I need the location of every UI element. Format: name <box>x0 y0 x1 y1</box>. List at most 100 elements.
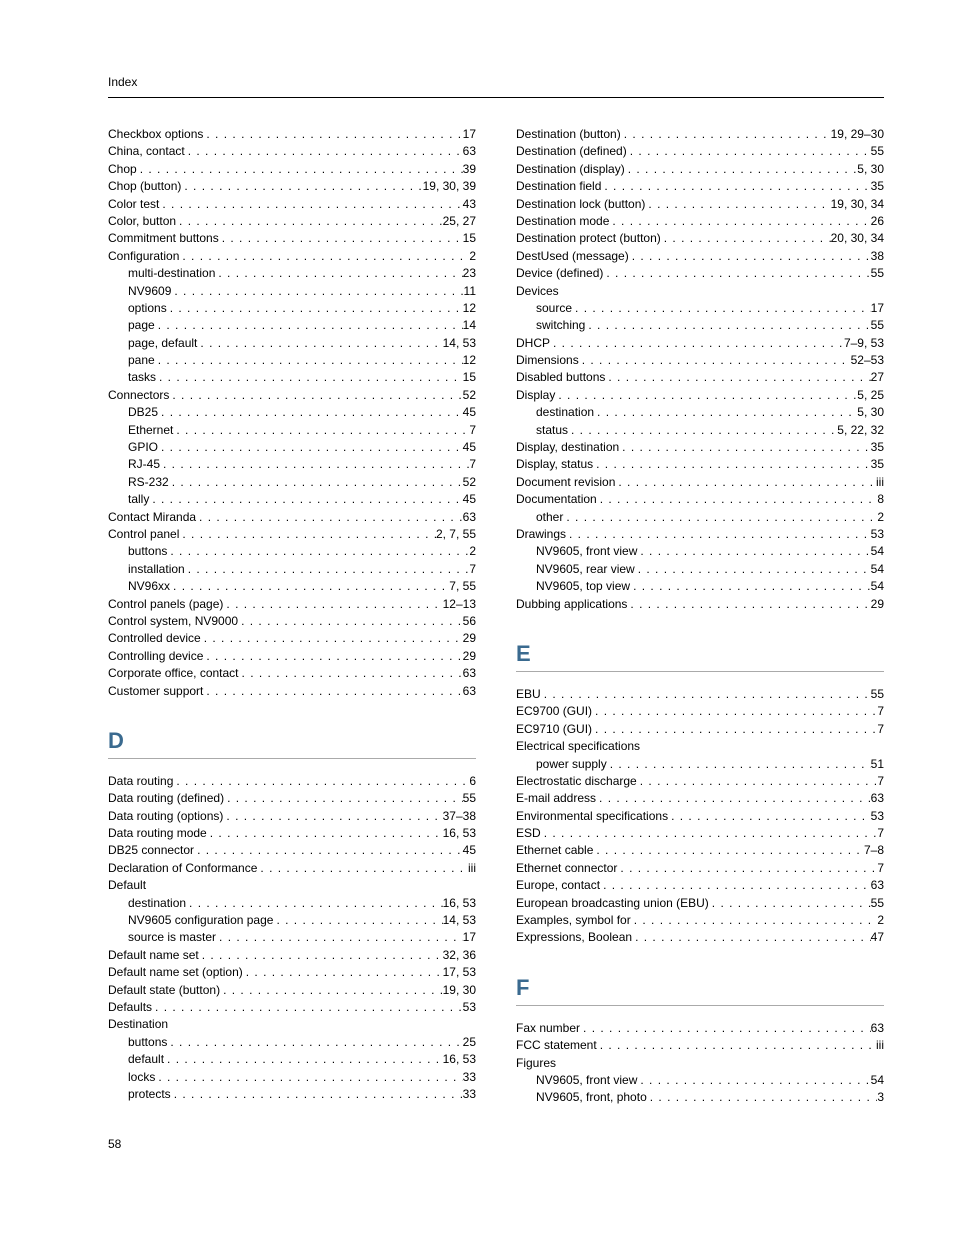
index-entry-pages: 7 <box>469 456 476 473</box>
index-entry: RS-23252 <box>108 474 476 491</box>
leader-dots <box>593 842 864 859</box>
index-entry-pages: 26 <box>871 213 884 230</box>
index-entry-pages: 54 <box>871 1072 884 1089</box>
index-entry-pages: 39 <box>463 161 476 178</box>
leader-dots <box>668 808 871 825</box>
index-entry: Controlling device29 <box>108 648 476 665</box>
index-entry-pages: 14 <box>463 317 476 334</box>
index-entry-label: Fax number <box>516 1020 580 1037</box>
leader-dots <box>201 630 463 647</box>
index-entry-pages: 14, 53 <box>443 912 476 929</box>
index-entry: Destination lock (button)19, 30, 34 <box>516 196 884 213</box>
index-entry-label: Default state (button) <box>108 982 220 999</box>
index-entry-label: Destination mode <box>516 213 609 230</box>
index-entry: Environmental specifications53 <box>516 808 884 825</box>
index-entry: China, contact63 <box>108 143 476 160</box>
index-entry: tasks15 <box>108 369 476 386</box>
index-entry-label: protects <box>128 1086 171 1103</box>
index-entry-label: Default <box>108 877 146 894</box>
index-entry-label: Control panel <box>108 526 179 543</box>
index-entry: Dimensions52–53 <box>516 352 884 369</box>
index-entry-pages: 17, 53 <box>443 964 476 981</box>
index-entry: Data routing (options)37–38 <box>108 808 476 825</box>
leader-dots <box>158 404 463 421</box>
index-entry-label: RJ-45 <box>128 456 160 473</box>
leader-dots <box>160 456 469 473</box>
index-entry-label: EC9700 (GUI) <box>516 703 592 720</box>
index-entry-label: DB25 <box>128 404 158 421</box>
index-entry: switching55 <box>516 317 884 334</box>
leader-dots <box>167 543 469 560</box>
index-entry-label: Display, destination <box>516 439 619 456</box>
index-entry-label: NV9609 <box>128 283 171 300</box>
leader-dots <box>619 439 870 456</box>
index-entry-label: Dubbing applications <box>516 596 627 613</box>
leader-dots <box>592 703 877 720</box>
leader-dots <box>224 790 463 807</box>
index-entry: Fax number63 <box>516 1020 884 1037</box>
index-entry: Color, button25, 27 <box>108 213 476 230</box>
index-entry-label: Electrostatic discharge <box>516 773 637 790</box>
index-entry-label: E-mail address <box>516 790 596 807</box>
index-entry-label: locks <box>128 1069 155 1086</box>
leader-dots <box>173 773 469 790</box>
index-entry-label: tally <box>128 491 149 508</box>
index-entry-pages: 19, 29–30 <box>831 126 884 143</box>
index-entry: Destination (button)19, 29–30 <box>516 126 884 143</box>
index-entry-label: RS-232 <box>128 474 169 491</box>
index-entry-pages: 52 <box>463 387 476 404</box>
leader-dots <box>169 387 462 404</box>
index-columns: Checkbox options17China, contact63Chop39… <box>108 126 884 1107</box>
index-entry: DB25 connector45 <box>108 842 476 859</box>
index-entry-pages: 45 <box>463 439 476 456</box>
leader-dots <box>597 491 878 508</box>
index-entry-label: status <box>536 422 568 439</box>
leader-dots <box>173 422 469 439</box>
leader-dots <box>597 1037 876 1054</box>
leader-dots <box>257 860 468 877</box>
index-entry-label: switching <box>536 317 585 334</box>
leader-dots <box>627 143 871 160</box>
index-entry-label: Disabled buttons <box>516 369 605 386</box>
leader-dots <box>615 474 876 491</box>
index-entry: Destination protect (button)20, 30, 34 <box>516 230 884 247</box>
index-entry-label: page <box>128 317 155 334</box>
leader-dots <box>179 248 469 265</box>
leader-dots <box>637 773 878 790</box>
index-entry-pages: 25 <box>463 1034 476 1051</box>
index-entry-label: pane <box>128 352 155 369</box>
index-entry-label: NV9605, front view <box>536 543 637 560</box>
leader-dots <box>238 613 463 630</box>
index-entry: E-mail address63 <box>516 790 884 807</box>
index-entry-label: Default name set <box>108 947 199 964</box>
index-entry: buttons25 <box>108 1034 476 1051</box>
index-entry-label: Defaults <box>108 999 152 1016</box>
index-entry-label: Dimensions <box>516 352 579 369</box>
index-entry: Disabled buttons27 <box>516 369 884 386</box>
leader-dots <box>631 912 878 929</box>
index-entry-label: GPIO <box>128 439 158 456</box>
index-entry-label: tasks <box>128 369 156 386</box>
index-entry: Chop39 <box>108 161 476 178</box>
index-entry-label: other <box>536 509 563 526</box>
index-entry-label: Ethernet <box>128 422 173 439</box>
index-entry: Electrical specifications <box>516 738 884 755</box>
leader-dots <box>179 526 436 543</box>
index-entry-pages: 35 <box>871 439 884 456</box>
index-entry-pages: 7 <box>877 825 884 842</box>
index-entry-pages: 32, 36 <box>443 947 476 964</box>
index-entry: NV960911 <box>108 283 476 300</box>
index-entry-label: Display <box>516 387 555 404</box>
index-entry: page, default14, 53 <box>108 335 476 352</box>
leader-dots <box>167 1034 462 1051</box>
leader-dots <box>629 248 871 265</box>
leader-dots <box>203 648 462 665</box>
index-entry: Ethernet connector7 <box>516 860 884 877</box>
leader-dots <box>585 317 870 334</box>
index-entry: Data routing (defined)55 <box>108 790 476 807</box>
index-entry-label: Color test <box>108 196 159 213</box>
index-entry-pages: 17 <box>463 929 476 946</box>
index-entry: Connectors52 <box>108 387 476 404</box>
index-entry: source17 <box>516 300 884 317</box>
leader-dots <box>605 369 870 386</box>
